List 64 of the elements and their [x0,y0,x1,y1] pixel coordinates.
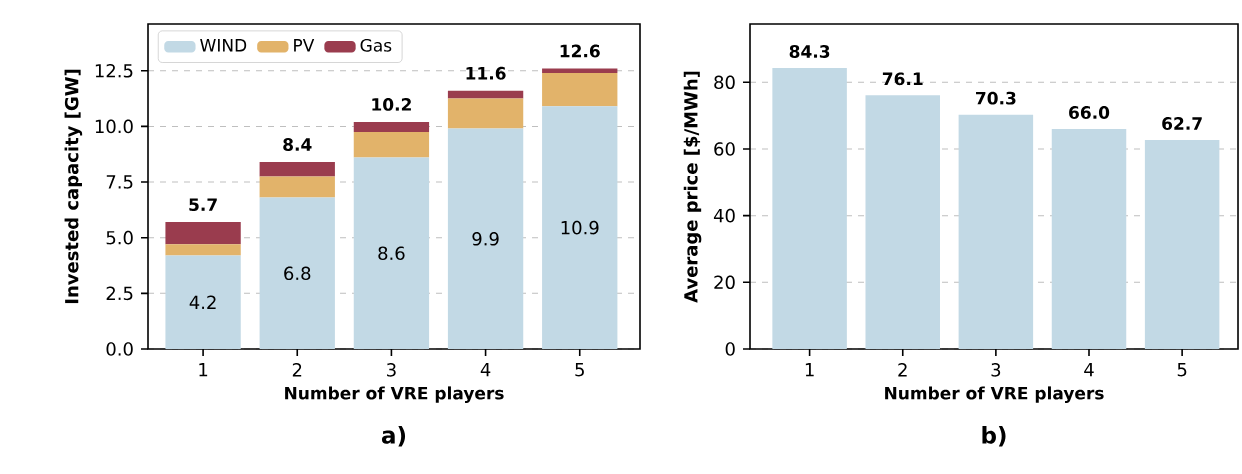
y-tick-label: 12.5 [95,63,133,78]
x-tick-label: 3 [387,363,396,377]
bar [259,162,335,177]
y-tick-label: 60 [714,142,735,156]
y-tick-label: 40 [713,208,735,223]
bar [165,255,241,349]
total-label: 5.7 [189,198,217,212]
y-tick-label: 20 [714,275,735,290]
bar [353,121,430,132]
bar [353,131,430,158]
bar [447,90,524,99]
y-tick-label: 7.5 [106,175,133,189]
bar [865,95,940,349]
bar [542,72,618,107]
x-tick-label: 4 [1084,363,1094,377]
x-tick-label: 1 [199,363,208,377]
x-tick-label: 3 [991,363,1001,377]
y-tick-label: 5.0 [106,230,133,245]
y-tick-label: 0 [725,342,735,356]
bar [165,222,241,245]
x-tick-label: 5 [575,363,584,377]
data-label: 84.3 [789,45,830,58]
bar [447,128,524,349]
text: b) [982,426,1006,447]
data-label: 8.6 [378,246,405,261]
x-tick-label: 5 [1177,363,1187,377]
legend-label: Gas [360,38,392,52]
total-label: 10.2 [372,98,411,111]
y-tick-label: 80 [714,75,735,90]
data-label: 6.8 [284,266,311,281]
data-label: 62.7 [1162,117,1202,130]
total-label: 8.4 [283,138,312,151]
bar [259,197,335,349]
data-label: 9.9 [472,231,499,246]
data-label: 76.1 [882,72,923,86]
y-axis-title: Invested capacity [GW] [64,69,83,304]
bar [958,114,1034,349]
bar [353,157,430,349]
x-tick-label: 4 [480,363,491,377]
x-axis-title: Number of VRE players [285,386,504,403]
legend-label: WIND [200,39,247,52]
x-axis-title: Number of VRE players [885,386,1104,403]
text: a) [381,426,406,447]
bar [447,98,524,129]
y-tick-label: 0.0 [106,342,133,356]
x-tick-label: 2 [292,363,302,377]
data-label: 66.0 [1069,106,1110,119]
y-axis-title: Average price [$/MWh] [683,71,702,303]
data-label: 70.3 [976,91,1016,105]
total-label: 12.6 [560,44,600,58]
bar [1144,139,1220,349]
y-tick-label: 2.5 [106,286,133,301]
legend-label: PV [294,39,315,52]
data-label: 10.9 [561,220,599,235]
bar [542,106,618,349]
bar [1051,128,1127,349]
x-tick-label: 2 [898,363,907,377]
data-label: 4.2 [189,295,216,309]
y-tick-label: 10.0 [95,119,133,134]
x-tick-label: 1 [805,363,814,377]
bar [165,244,241,256]
bar [772,67,847,349]
total-label: 11.6 [466,66,506,80]
bar [259,176,335,198]
